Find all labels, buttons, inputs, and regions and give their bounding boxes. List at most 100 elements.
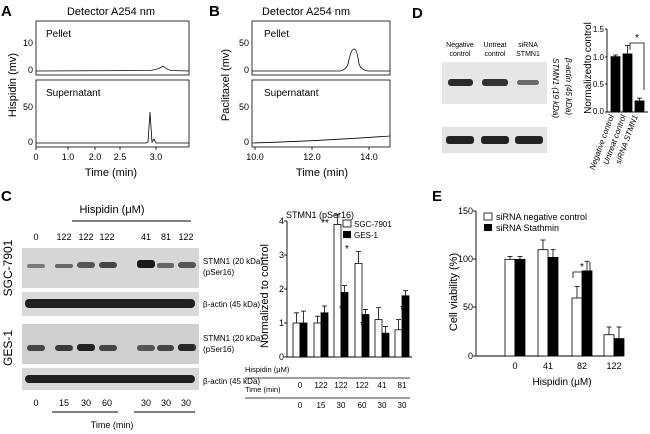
panel-b-bottom-ytick: 0 <box>244 137 249 147</box>
panel-b-title: Detector A254 nm <box>262 6 350 18</box>
panel-d-sig-bracket <box>629 42 645 90</box>
panel-a-title: Detector A254 nm <box>67 6 155 18</box>
panel-c-bar-ges <box>381 332 390 358</box>
panel-c-bars <box>292 213 410 358</box>
panel-e-xtick: 41 <box>543 361 553 371</box>
panel-c-chart-ylabel: Normalized to control <box>259 244 271 348</box>
panel-b-top-label: Pellet <box>264 29 289 40</box>
panel-c-conc: 0 <box>33 232 38 242</box>
panel-c-bar-ges <box>299 322 308 358</box>
panel-e-bars <box>504 239 625 357</box>
panel-e-xtick: 122 <box>606 361 621 371</box>
panel-d-bars <box>610 45 645 113</box>
panel-c-conc: 122 <box>99 232 114 242</box>
panel-c-legend-swatch <box>342 219 352 228</box>
panel-c-row1-value: 122 <box>314 381 328 390</box>
panel-c-legend-swatch <box>343 231 351 238</box>
panel-c-header: Hispidin (μM) <box>79 204 144 216</box>
panel-b-pellet-trace <box>252 48 390 72</box>
panel-a-bottom-ytick: 50 <box>23 102 33 112</box>
panel-d-letter: D <box>412 5 423 22</box>
panel-e-bar-negative <box>603 334 615 357</box>
panel-e-legend-label: siRNA Stathmin <box>496 223 559 233</box>
panel-b-letter: B <box>209 3 220 20</box>
panel-c-sig: ** <box>321 218 329 229</box>
panel-c-row2-value: 15 <box>317 401 326 410</box>
panel-c-bar-sgc <box>354 263 363 358</box>
panel-d-ytick: 0.5 <box>593 80 605 89</box>
panel-c-row2-value: 60 <box>358 401 367 410</box>
panel-e-bar-negative <box>537 249 549 357</box>
panel-e-ytick: 100 <box>458 254 473 264</box>
panel-b-ylabel: Paclitaxel (mv) <box>220 49 232 121</box>
panel-d-lane-label: Negative <box>446 42 474 49</box>
panel-c-band-label: (pSer16) <box>203 345 234 354</box>
panel-c-sig: * <box>400 304 404 315</box>
panel-c-conc: 81 <box>161 232 171 242</box>
panel-a-xtick: 3.0 <box>150 152 163 162</box>
panel-c-bar-sgc <box>313 322 322 358</box>
panel-a-letter: A <box>1 3 12 20</box>
panel-c-chart-title: STMN1 (pSer16) <box>286 210 354 220</box>
panel-a-xtick: 1.0 <box>62 152 75 162</box>
panel-c-legend-label: SGC-7901 <box>354 220 392 229</box>
panel-c-bar-sgc <box>394 329 403 358</box>
panel-e: E Cell viability (%) 150 100 50 0 siRNA … <box>432 188 625 388</box>
panel-c-time: 30 <box>81 398 91 408</box>
panel-c-row1-value: 0 <box>298 381 303 390</box>
panel-e-bar-negative <box>571 297 583 357</box>
panel-a-xtick: 2.5 <box>114 152 127 162</box>
panel-b-bottom-label: Supernatant <box>264 88 319 99</box>
panel-e-bar-stathmin <box>613 338 625 357</box>
panel-c-row-label: Hispidin (μM) <box>245 365 290 374</box>
panel-c-row2-value: 30 <box>378 401 387 410</box>
panel-c-sig: * <box>339 304 343 315</box>
panel-b-bottom-ytick: 50 <box>239 102 249 112</box>
panel-d-bar <box>634 100 645 113</box>
panel-b-xtick: 10.0 <box>246 152 264 162</box>
panel-c-conc: 122 <box>178 232 193 242</box>
panel-d-lane-label: STMN1 <box>516 51 540 58</box>
panel-c-band-label: β-actin (45 kDa) <box>203 377 260 386</box>
panel-d-lane-label: Untreat <box>484 42 507 49</box>
panel-c-chart-ytick: 2 <box>279 284 284 294</box>
panel-c-band-label: β-actin (45 kDa) <box>203 300 260 309</box>
panel-e-legend-swatch <box>484 224 492 231</box>
panel-a-pellet-trace <box>35 65 190 72</box>
panel-e-xtick: 82 <box>577 361 587 371</box>
panel-d-ytick: 1.0 <box>593 53 605 62</box>
panel-d-bar <box>610 56 621 113</box>
panel-c-row1-value: 81 <box>398 381 407 390</box>
panel-e-letter: E <box>432 188 442 205</box>
panel-b-xlabel: Time (min) <box>296 167 348 179</box>
panel-e-ylabel: Cell viability (%) <box>448 253 460 331</box>
panel-c-row1-value: 122 <box>334 381 348 390</box>
panel-a-top-ytick: 0 <box>28 65 33 75</box>
panel-e-bar-stathmin <box>547 256 559 357</box>
panel-c-row-label: Time (min) <box>245 385 281 394</box>
panel-e-ytick: 50 <box>463 302 473 312</box>
panel-d-ytick: 1.5 <box>593 25 605 34</box>
panel-d-ytick: 0.0 <box>593 107 605 116</box>
panel-c-time: 30 <box>161 398 171 408</box>
panel-e-legend-swatch <box>483 212 493 221</box>
panel-c-band-label: STMN1 (20 kDa) <box>203 257 263 266</box>
panel-d-bar <box>622 53 633 113</box>
panel-b-xtick: 12.0 <box>303 152 321 162</box>
panel-c-legend-label: GES-1 <box>354 231 379 240</box>
panel-c-time-label: Time (min) <box>91 420 134 430</box>
panel-c-time: 30 <box>141 398 151 408</box>
panel-d-lane-label: siRNA <box>518 42 538 49</box>
panel-c-time: 15 <box>59 398 69 408</box>
panel-c-band-label: (pSer16) <box>203 268 234 277</box>
panel-a: A Detector A254 nm Hispidin (mv) Pellet … <box>1 3 190 179</box>
panel-b-supernatant-trace <box>251 135 391 144</box>
panel-a-bottom-ytick: 0 <box>28 137 33 147</box>
panel-e-sig: * <box>580 262 584 273</box>
panel-b-top-ytick: 50 <box>239 38 249 48</box>
panel-a-ylabel: Hispidin (mv) <box>7 53 19 117</box>
panel-c-bar-ges <box>340 291 349 358</box>
panel-c-row2-value: 30 <box>337 401 346 410</box>
panel-c-time: 30 <box>181 398 191 408</box>
panel-c-time: 60 <box>102 398 112 408</box>
